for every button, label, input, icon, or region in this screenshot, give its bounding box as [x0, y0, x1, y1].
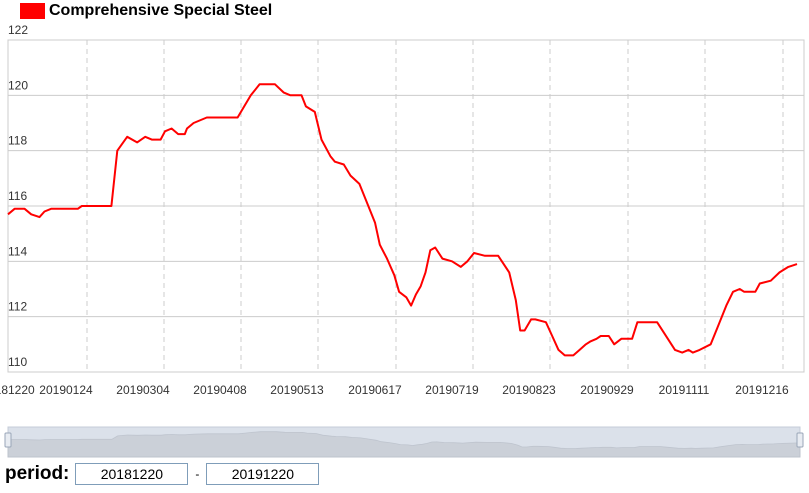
legend[interactable]: Comprehensive Special Steel [20, 2, 272, 20]
legend-label: Comprehensive Special Steel [49, 2, 273, 19]
y-tick-label: 114 [8, 244, 27, 258]
y-tick-label: 120 [8, 78, 28, 92]
x-tick-label: 20190929 [580, 383, 634, 397]
x-tick-label: 20190719 [425, 383, 479, 397]
y-tick-label: 122 [8, 23, 28, 37]
navigator-right-handle[interactable] [796, 432, 804, 448]
period-start-input[interactable] [75, 463, 189, 485]
y-tick-label: 112 [8, 300, 27, 314]
x-tick-label: 20191111 [659, 383, 710, 397]
legend-swatch [20, 3, 45, 19]
x-tick-label: 20190823 [502, 383, 556, 397]
period-end-input[interactable] [206, 463, 320, 485]
x-tick-label: 20190513 [270, 383, 324, 397]
x-tick-label: 20191216 [735, 383, 789, 397]
x-tick-label: 20190408 [193, 383, 247, 397]
line-chart: 122 120 118 116 114 112 110 20181220 20190124 201… [0, 23, 805, 458]
navigator-area [7, 431, 801, 458]
navigator-left-handle[interactable] [4, 432, 12, 448]
x-tick-label: 20190617 [348, 383, 402, 397]
y-tick-label: 116 [8, 189, 27, 203]
x-tick-label: 20181220 [0, 383, 35, 397]
x-tick-label: 20190304 [116, 383, 170, 397]
x-tick-label: 20190124 [39, 383, 93, 397]
y-tick-label: 118 [8, 134, 27, 148]
plot-border [7, 39, 805, 373]
series-line [7, 83, 798, 357]
period-selector: period: - [5, 463, 320, 485]
period-label: period: [5, 463, 70, 484]
period-separator: - [195, 467, 200, 481]
y-tick-label: 110 [8, 355, 27, 369]
